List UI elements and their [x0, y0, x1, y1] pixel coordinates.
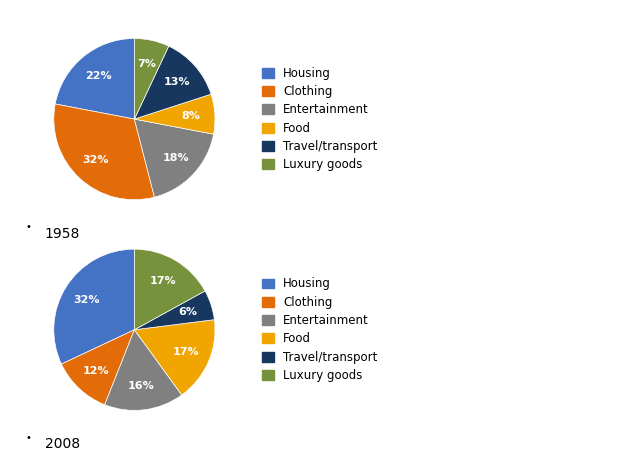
- Wedge shape: [134, 38, 169, 119]
- Text: 13%: 13%: [163, 77, 190, 87]
- Text: 32%: 32%: [83, 155, 109, 165]
- Text: 16%: 16%: [128, 381, 155, 391]
- Text: 32%: 32%: [74, 294, 100, 305]
- Wedge shape: [134, 46, 211, 119]
- Wedge shape: [134, 320, 215, 395]
- Text: 18%: 18%: [162, 153, 189, 163]
- Wedge shape: [134, 94, 215, 134]
- Text: 1958: 1958: [45, 227, 80, 241]
- Wedge shape: [134, 291, 214, 330]
- Text: 2008: 2008: [45, 437, 80, 452]
- Legend: Housing, Clothing, Entertainment, Food, Travel/transport, Luxury goods: Housing, Clothing, Entertainment, Food, …: [262, 67, 378, 171]
- Text: 8%: 8%: [181, 110, 200, 120]
- Wedge shape: [134, 249, 205, 330]
- Wedge shape: [54, 104, 154, 200]
- Legend: Housing, Clothing, Entertainment, Food, Travel/transport, Luxury goods: Housing, Clothing, Entertainment, Food, …: [262, 278, 378, 382]
- Text: •: •: [26, 222, 31, 232]
- Text: 12%: 12%: [83, 366, 109, 376]
- Wedge shape: [105, 330, 182, 410]
- Text: 22%: 22%: [85, 71, 112, 81]
- Text: 17%: 17%: [173, 347, 200, 357]
- Wedge shape: [134, 119, 214, 197]
- Wedge shape: [61, 330, 134, 405]
- Text: 6%: 6%: [179, 307, 198, 317]
- Text: 7%: 7%: [137, 59, 156, 69]
- Text: 17%: 17%: [150, 276, 177, 286]
- Wedge shape: [55, 38, 134, 119]
- Wedge shape: [54, 249, 134, 364]
- Text: •: •: [26, 433, 31, 443]
